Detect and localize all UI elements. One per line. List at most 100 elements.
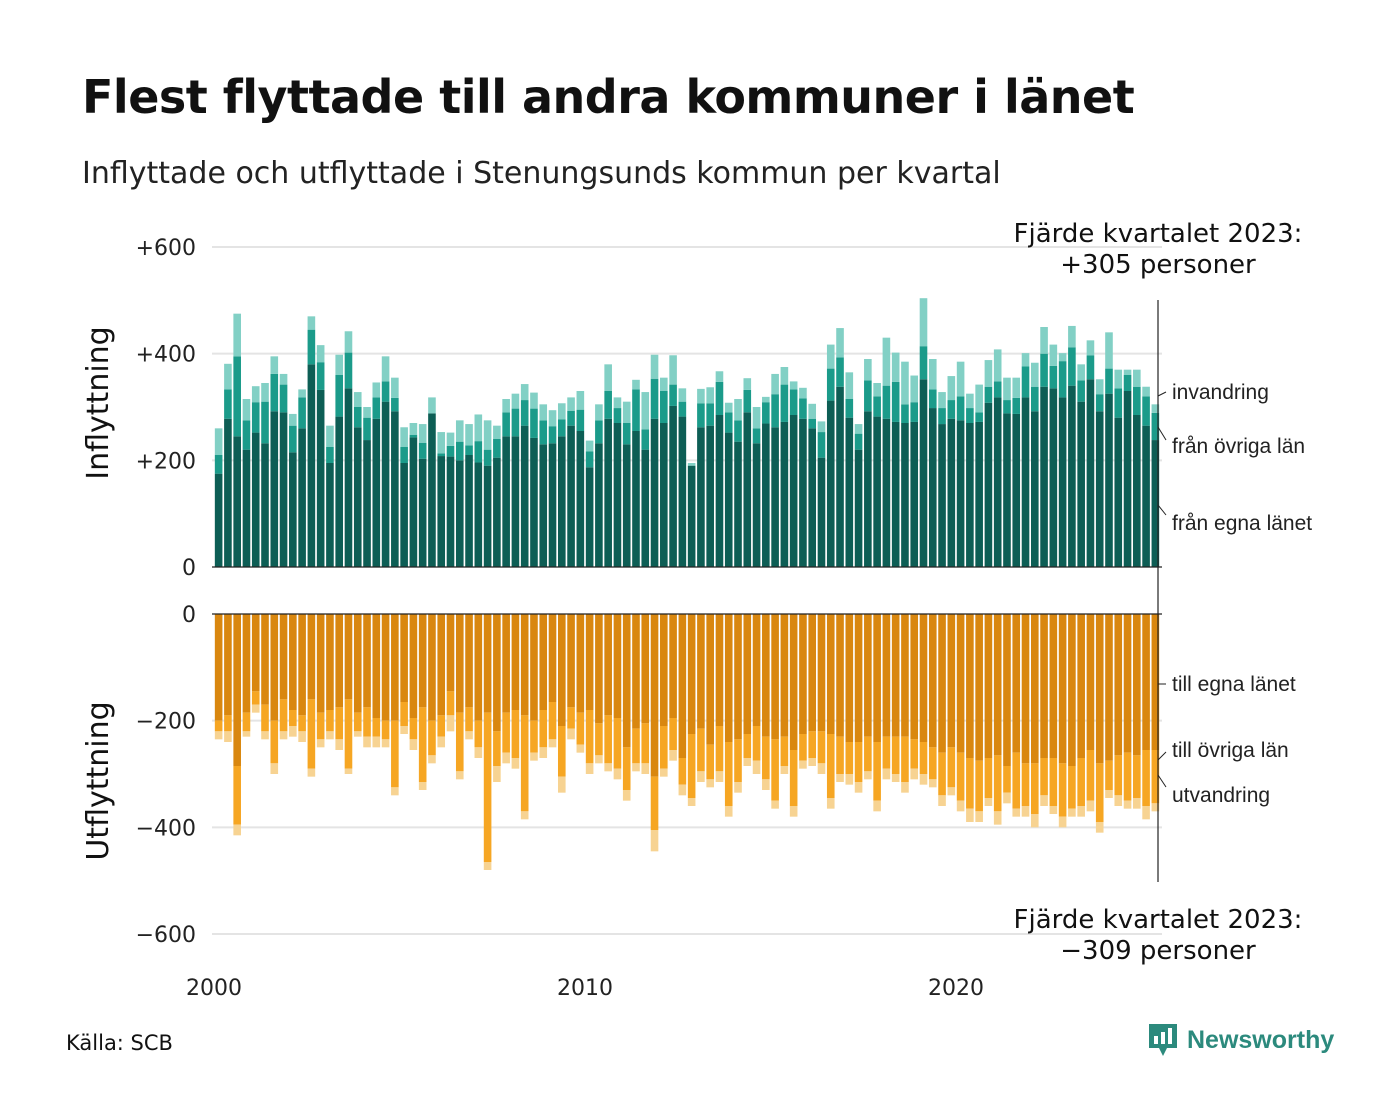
bar-out-utvandring bbox=[882, 768, 891, 780]
bar-in-ovriga bbox=[1058, 361, 1067, 398]
bar-in-invandring bbox=[437, 432, 446, 454]
label-till-ovriga-lan: till övriga län bbox=[1172, 739, 1289, 762]
bar-out-ovriga bbox=[1133, 755, 1141, 798]
bar-in-egna bbox=[474, 462, 483, 567]
bar-in-ovriga bbox=[882, 385, 891, 419]
bar-in-invandring bbox=[984, 360, 993, 387]
bar-in-egna bbox=[307, 364, 316, 567]
bar-out-egna bbox=[1151, 614, 1160, 750]
bar-out-utvandring bbox=[966, 808, 974, 822]
bar-in-ovriga bbox=[381, 381, 390, 402]
bar-in-ovriga bbox=[650, 378, 659, 419]
bar-in-invandring bbox=[678, 388, 687, 402]
bar-out-ovriga bbox=[854, 742, 863, 782]
bar-out-egna bbox=[873, 614, 881, 742]
bar-out-utvandring bbox=[298, 731, 306, 742]
bar-out-utvandring bbox=[511, 758, 520, 769]
bar-out-ovriga bbox=[975, 760, 983, 812]
bar-in-invandring bbox=[530, 392, 538, 409]
bar-in-egna bbox=[502, 436, 510, 567]
y-tick-label-in: +600 bbox=[136, 236, 196, 261]
bar-in-ovriga bbox=[465, 445, 473, 455]
bar-in-egna bbox=[400, 463, 408, 567]
bar-out-egna bbox=[1114, 614, 1123, 756]
bar-out-ovriga bbox=[270, 720, 279, 764]
bar-in-egna bbox=[641, 449, 650, 567]
bar-in-ovriga bbox=[520, 400, 529, 426]
bar-in-egna bbox=[975, 421, 983, 567]
bar-out-utvandring bbox=[836, 774, 844, 782]
bar-in-invandring bbox=[1105, 332, 1113, 369]
bar-in-ovriga bbox=[891, 381, 900, 422]
bar-in-egna bbox=[928, 408, 937, 567]
bar-out-egna bbox=[910, 614, 919, 740]
bar-out-egna bbox=[622, 614, 631, 748]
bar-in-ovriga bbox=[363, 417, 371, 441]
bar-out-ovriga bbox=[1077, 758, 1085, 806]
bar-out-egna bbox=[251, 614, 260, 692]
bar-in-invandring bbox=[1012, 377, 1021, 398]
bar-out-ovriga bbox=[622, 747, 631, 790]
bar-out-egna bbox=[242, 614, 251, 713]
bar-in-ovriga bbox=[1003, 400, 1011, 414]
bar-in-egna bbox=[947, 418, 956, 567]
bar-in-egna bbox=[493, 457, 501, 567]
bar-out-utvandring bbox=[261, 731, 269, 740]
bar-in-ovriga bbox=[771, 394, 779, 428]
bar-in-ovriga bbox=[632, 389, 640, 431]
annotation-top-line2: +305 personer bbox=[1060, 250, 1256, 280]
newsworthy-logo-text: Newsworthy bbox=[1187, 1025, 1335, 1054]
bar-in-ovriga bbox=[706, 403, 714, 426]
bar-in-egna bbox=[762, 423, 770, 567]
bar-out-egna bbox=[391, 614, 399, 721]
bar-in-egna bbox=[1086, 379, 1095, 567]
bar-in-invandring bbox=[947, 376, 956, 401]
bar-in-egna bbox=[808, 428, 817, 567]
bar-in-egna bbox=[289, 452, 297, 567]
bar-out-egna bbox=[437, 614, 446, 716]
bar-in-invandring bbox=[854, 424, 863, 434]
bar-in-egna bbox=[632, 431, 640, 567]
bar-out-utvandring bbox=[326, 731, 334, 740]
bar-in-invandring bbox=[901, 361, 909, 405]
bar-in-egna bbox=[595, 443, 603, 567]
bar-in-ovriga bbox=[446, 445, 455, 457]
bar-out-egna bbox=[687, 614, 696, 734]
bar-in-invandring bbox=[520, 384, 529, 401]
bar-out-utvandring bbox=[1095, 822, 1104, 833]
bar-in-egna bbox=[465, 455, 473, 567]
bar-out-egna bbox=[576, 614, 585, 713]
bar-in-egna bbox=[372, 418, 381, 567]
bar-out-utvandring bbox=[706, 779, 714, 788]
bar-in-egna bbox=[993, 397, 1002, 567]
bar-in-egna bbox=[650, 418, 659, 567]
bar-out-egna bbox=[409, 614, 418, 718]
bar-out-ovriga bbox=[901, 736, 909, 782]
bar-out-egna bbox=[1049, 614, 1058, 758]
bar-out-utvandring bbox=[391, 787, 399, 796]
bar-out-egna bbox=[752, 614, 761, 726]
bar-in-egna bbox=[530, 437, 538, 567]
bar-out-utvandring bbox=[678, 784, 687, 796]
bar-out-ovriga bbox=[576, 712, 585, 745]
bar-out-utvandring bbox=[576, 744, 585, 753]
bar-in-egna bbox=[298, 428, 306, 567]
bar-in-ovriga bbox=[261, 401, 269, 444]
y-axis-title-in: Inflyttning bbox=[81, 326, 116, 479]
bar-in-ovriga bbox=[678, 401, 687, 417]
bar-out-ovriga bbox=[391, 720, 399, 788]
bar-in-egna bbox=[678, 416, 687, 567]
bar-out-utvandring bbox=[214, 731, 223, 740]
bar-in-egna bbox=[613, 423, 622, 567]
bar-out-egna bbox=[1142, 614, 1150, 750]
bars-utflyttning bbox=[214, 614, 1160, 870]
bar-in-invandring bbox=[335, 354, 344, 375]
bar-out-egna bbox=[316, 614, 325, 713]
bar-out-utvandring bbox=[1133, 798, 1141, 809]
bar-out-utvandring bbox=[372, 736, 381, 748]
bar-out-utvandring bbox=[437, 736, 446, 748]
bar-out-ovriga bbox=[261, 704, 269, 732]
bar-in-ovriga bbox=[1049, 365, 1058, 389]
bar-out-ovriga bbox=[724, 742, 733, 806]
bar-out-egna bbox=[233, 614, 241, 766]
